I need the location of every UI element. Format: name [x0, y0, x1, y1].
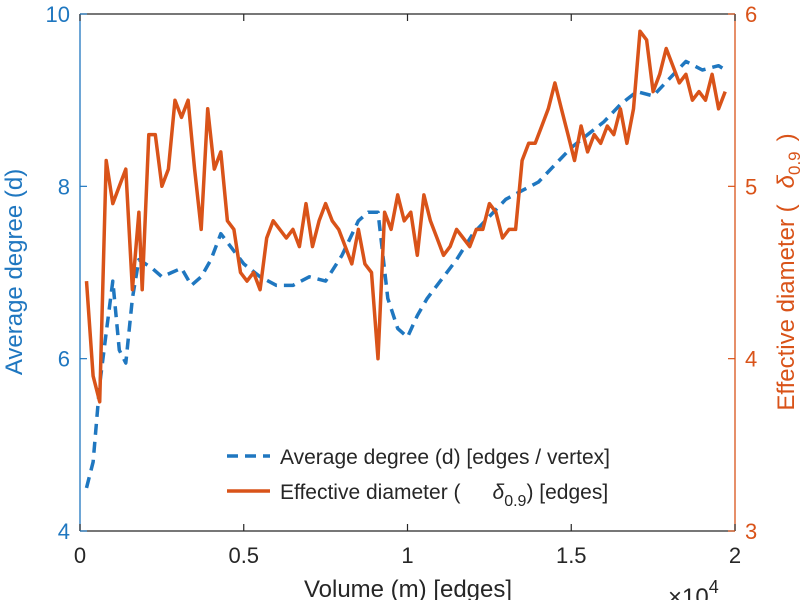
legend: Average degree (d) [edges / vertex] Effe… [227, 446, 610, 510]
right-axis-label-main: Effective diameter ( [773, 204, 800, 410]
legend-label-symbol: δ [493, 481, 505, 504]
right-tick-label: 5 [745, 174, 757, 199]
legend-label-close: ) [edges] [526, 481, 608, 504]
x-axis-label: Volume (m) [edges] [304, 576, 512, 600]
left-axis-label: Average degree (d) [1, 169, 28, 375]
legend-label-sub: 0.9 [504, 493, 526, 510]
x-tick-label: 2 [729, 543, 741, 568]
left-tick-label: 4 [58, 519, 70, 544]
legend-label-effective-diameter: Effective diameter ( δ0.9) [edges] [280, 481, 608, 510]
legend-label-average-degree: Average degree (d) [edges / vertex] [280, 446, 610, 469]
x-multiplier-base: ×10 [668, 584, 709, 600]
series-layer [84, 29, 727, 489]
right-tick-label: 3 [745, 519, 757, 544]
x-multiplier-exp: 4 [709, 577, 719, 597]
axes: 0 0.5 1 1.5 2 4 6 8 10 3 4 5 6 [46, 2, 758, 568]
series-line-effective-diameter [84, 29, 727, 404]
left-tick-label: 10 [46, 2, 70, 27]
legend-label-main: Effective diameter ( [280, 481, 461, 504]
right-tick-label: 6 [745, 2, 757, 27]
x-multiplier: ×104 [668, 577, 719, 600]
x-tick-label: 1 [401, 543, 413, 568]
x-tick-label: 1.5 [556, 543, 587, 568]
right-axis-label: Effective diameter ( δ0.9) [773, 133, 804, 410]
left-tick-label: 8 [58, 174, 70, 199]
x-tick-label: 0.5 [228, 543, 259, 568]
x-tick-label: 0 [74, 543, 86, 568]
right-tick-label: 4 [745, 347, 757, 372]
right-axis-label-close: ) [773, 133, 800, 141]
right-axis-label-sub: 0.9 [785, 151, 804, 175]
left-tick-label: 6 [58, 347, 70, 372]
right-axis-label-symbol: δ [773, 174, 800, 188]
